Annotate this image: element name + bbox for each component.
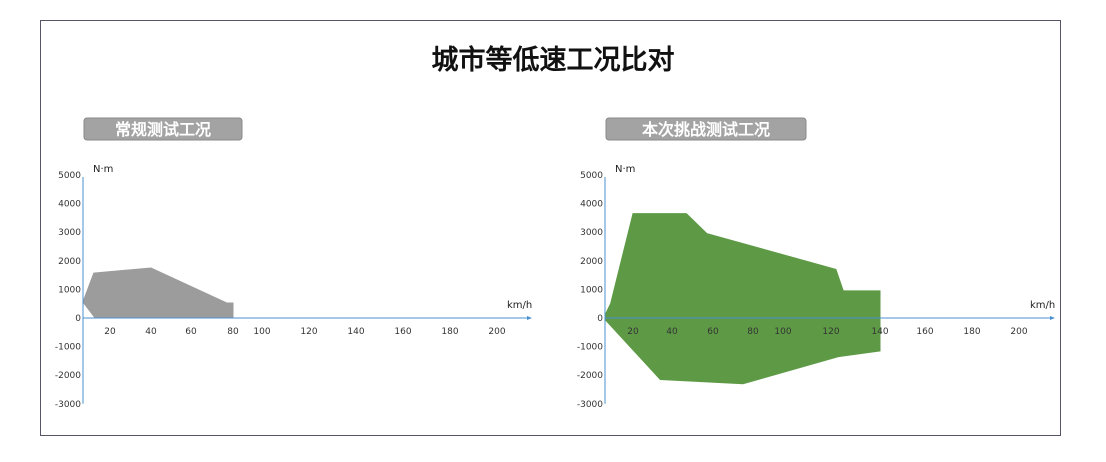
x-tick-label: 200 [488, 327, 505, 337]
x-tick-label: 120 [822, 327, 839, 337]
chart-label-box [605, 117, 807, 141]
y-tick-label: -3000 [55, 400, 81, 410]
x-tick-label: 160 [394, 327, 411, 337]
x-tick-label: 100 [774, 327, 791, 337]
x-tick-label: 40 [145, 327, 157, 337]
x-tick-label: 80 [747, 327, 759, 337]
y-tick-label: 3000 [58, 228, 81, 238]
y-tick-label: 0 [75, 314, 81, 324]
y-axis-unit: N·m [93, 164, 113, 175]
torque-area [604, 213, 881, 385]
x-axis-unit: km/h [1030, 300, 1055, 311]
y-tick-label: 1000 [580, 285, 603, 295]
y-tick-label: 2000 [580, 257, 603, 267]
x-tick-label: 160 [916, 327, 933, 337]
x-tick-label: 120 [300, 327, 317, 337]
chart-label-box [83, 117, 243, 141]
y-tick-label: 2000 [58, 257, 81, 267]
x-tick-label: 80 [227, 327, 239, 337]
y-tick-label: -1000 [577, 343, 603, 353]
x-axis-arrow [527, 316, 532, 320]
y-tick-label: 4000 [580, 200, 603, 210]
x-tick-label: 40 [666, 327, 678, 337]
y-tick-label: 5000 [580, 171, 603, 181]
x-tick-label: 180 [963, 327, 980, 337]
x-tick-label: 200 [1010, 327, 1027, 337]
chart-label: 常规测试工况 [115, 120, 211, 139]
y-tick-label: 5000 [58, 171, 81, 181]
y-axis-unit: N·m [615, 164, 635, 175]
x-axis-unit: km/h [507, 300, 532, 311]
torque-area [82, 267, 234, 319]
x-tick-label: 100 [253, 327, 270, 337]
x-tick-label: 140 [871, 327, 888, 337]
x-tick-label: 20 [104, 327, 116, 337]
y-tick-label: 4000 [58, 200, 81, 210]
x-tick-label: 140 [347, 327, 364, 337]
chart-1: 常规测试工况 5000 4000 3000 2000 1000 0 -1000 -2000 -30… [55, 117, 532, 410]
x-axis-arrow [1050, 316, 1055, 320]
x-tick-label: 20 [627, 327, 639, 337]
chart-label: 本次挑战测试工况 [642, 120, 770, 139]
y-tick-label: -3000 [577, 400, 603, 410]
y-tick-label: 0 [597, 314, 603, 324]
chart-2: 本次挑战测试工况 5000 4000 3000 2000 1000 0 -1000 -2000 -… [577, 117, 1055, 410]
y-tick-label: 3000 [580, 228, 603, 238]
x-tick-label: 180 [441, 327, 458, 337]
x-tick-label: 60 [185, 327, 197, 337]
y-tick-label: 1000 [58, 285, 81, 295]
chart-frame [40, 20, 1061, 436]
y-tick-label: -2000 [55, 371, 81, 381]
x-tick-label: 60 [707, 327, 719, 337]
y-tick-label: -1000 [55, 343, 81, 353]
y-tick-label: -2000 [577, 371, 603, 381]
page-title: 城市等低速工况比对 [431, 45, 675, 76]
